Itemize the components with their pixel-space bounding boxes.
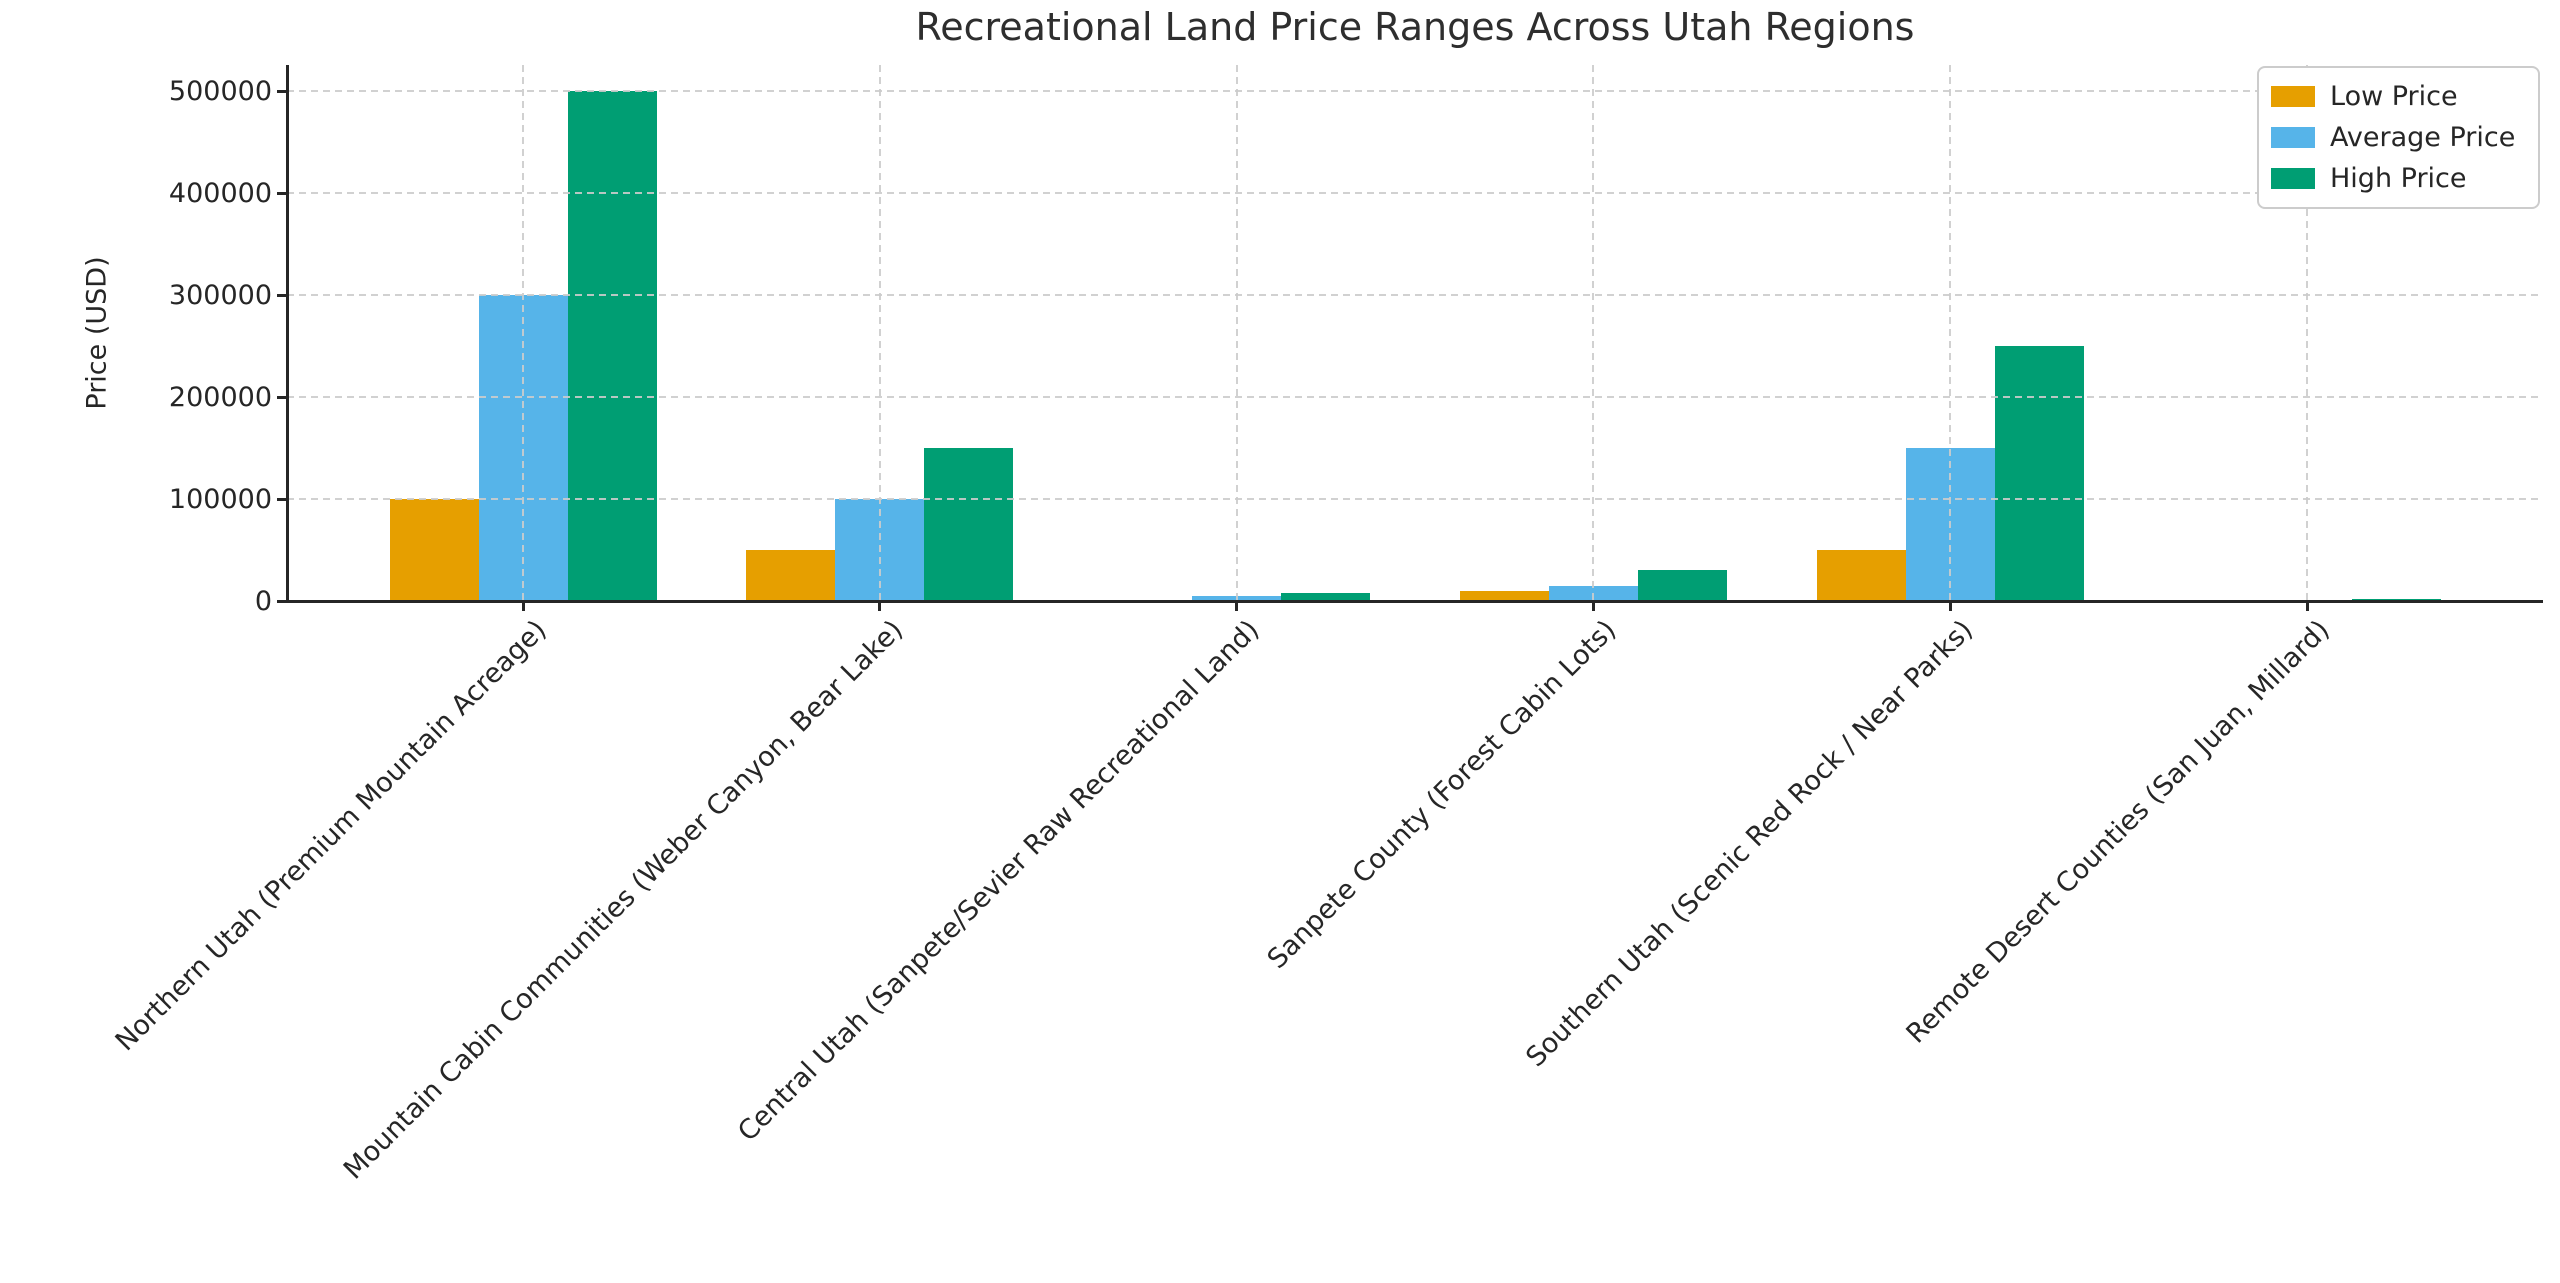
x-tick-label: Northern Utah (Premium Mountain Acreage) <box>109 614 553 1058</box>
bar-low-price <box>1816 550 1906 601</box>
x-gridline <box>1949 65 1952 601</box>
y-gridline <box>287 192 2542 194</box>
legend-label: Average Price <box>2330 122 2516 153</box>
x-gridline <box>2306 65 2308 601</box>
legend-swatch-icon <box>2271 127 2315 148</box>
y-gridline <box>287 498 2542 500</box>
bar-low-price <box>1459 590 1549 601</box>
chart-title: Recreational Land Price Ranges Across Ut… <box>915 5 1915 49</box>
bar-high-price <box>1994 346 2084 601</box>
x-tick-mark <box>878 601 882 611</box>
legend-item: Low Price <box>2259 76 2538 117</box>
x-tick-mark <box>1235 601 1239 611</box>
y-tick-label: 500000 <box>168 76 272 107</box>
legend-item: High Price <box>2259 158 2538 199</box>
x-axis-spine <box>285 599 2543 603</box>
legend-item: Average Price <box>2259 117 2538 158</box>
y-gridline <box>287 90 2542 92</box>
legend-swatch-icon <box>2271 168 2315 189</box>
x-gridline <box>1592 65 1595 601</box>
x-tick-mark <box>1948 601 1952 611</box>
y-tick-mark <box>277 599 287 603</box>
y-tick-label: 300000 <box>168 280 272 311</box>
y-gridline <box>287 396 2542 398</box>
x-gridline <box>878 65 881 601</box>
bar-low-price <box>746 550 836 601</box>
legend-label: Low Price <box>2330 81 2458 112</box>
x-tick-label: Mountain Cabin Communities (Weber Canyon… <box>337 614 910 1186</box>
y-axis-label: Price (USD) <box>81 256 113 410</box>
x-gridline <box>522 65 524 601</box>
y-tick-mark <box>277 293 287 297</box>
bar-low-price <box>389 499 479 601</box>
x-tick-mark <box>2305 601 2309 611</box>
x-tick-label: Remote Desert Counties (San Juan, Millar… <box>1900 614 2337 1050</box>
y-tick-mark <box>277 497 287 501</box>
legend: Low Price Average Price High Price <box>2257 66 2540 209</box>
y-tick-label: 100000 <box>168 484 272 515</box>
y-tick-mark <box>277 395 287 399</box>
x-tick-mark <box>521 601 525 611</box>
bar-high-price <box>1637 570 1727 601</box>
x-tick-label: Southern Utah (Scenic Red Rock / Near Pa… <box>1520 614 1980 1074</box>
x-tick-label: Sanpete County (Forest Cabin Lots) <box>1261 614 1623 975</box>
bar-high-price <box>567 91 657 601</box>
y-gridline <box>287 294 2542 296</box>
y-tick-mark <box>277 89 287 93</box>
legend-label: High Price <box>2330 163 2467 194</box>
x-tick-mark <box>1591 601 1595 611</box>
bar-high-price <box>1281 593 1371 601</box>
y-tick-label: 200000 <box>168 382 272 413</box>
bar-high-price <box>924 448 1014 601</box>
y-tick-mark <box>277 191 287 195</box>
y-tick-label: 400000 <box>168 178 272 209</box>
x-gridline <box>1235 65 1238 601</box>
y-tick-label: 0 <box>254 586 272 617</box>
y-axis-spine <box>286 65 289 603</box>
legend-swatch-icon <box>2271 86 2315 107</box>
